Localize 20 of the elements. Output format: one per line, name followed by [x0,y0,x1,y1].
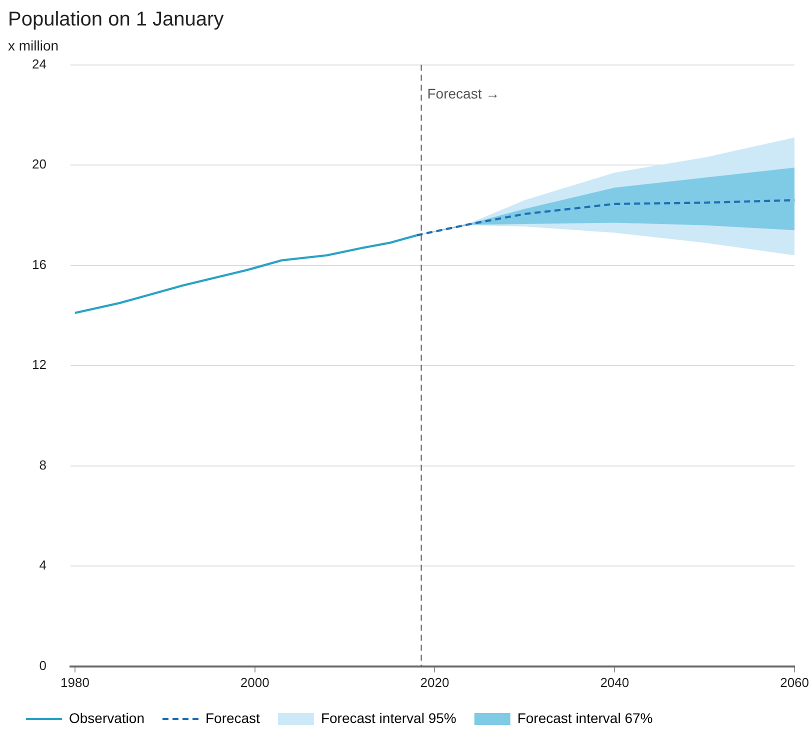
y-tick-label: 16 [32,256,46,272]
chart-title: Population on 1 January [8,8,224,31]
legend-label: Observation [69,710,144,726]
x-tick-label: 2000 [240,674,270,690]
legend-label: Forecast [205,710,260,726]
x-tick-label: 1980 [60,674,90,690]
y-tick-label: 24 [32,56,46,72]
y-tick-label: 8 [39,457,46,472]
line-series [416,199,795,236]
ref-line-label: Forecast → [427,86,500,102]
y-tick-label: 20 [32,156,46,172]
y-tick-label: 12 [32,357,46,372]
y-tick-label: 0 [39,658,46,673]
legend-label: Forecast interval 95% [320,710,456,726]
y-tick-label: 4 [39,558,46,573]
legend-label: Forecast interval 67% [517,710,653,726]
x-tick-label: 2020 [420,674,450,690]
x-tick-label: 2060 [780,674,809,690]
x-tick-label: 2040 [600,674,630,690]
y-axis-title: x million [8,37,59,54]
